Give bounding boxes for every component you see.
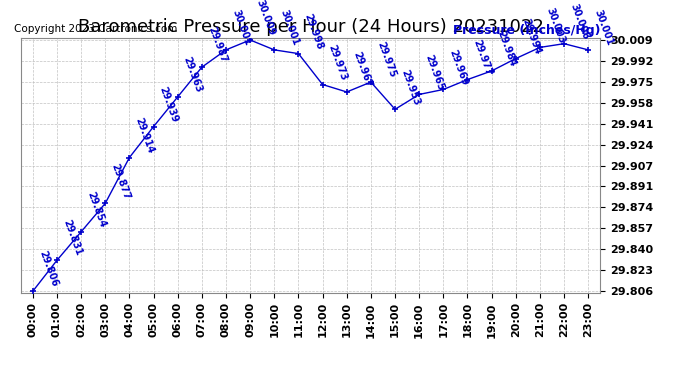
Text: 29.806: 29.806 bbox=[37, 250, 59, 288]
Text: 29.977: 29.977 bbox=[472, 38, 494, 77]
Text: 29.831: 29.831 bbox=[61, 219, 83, 258]
Text: 29.914: 29.914 bbox=[134, 116, 156, 155]
Text: 30.001: 30.001 bbox=[593, 9, 615, 47]
Text: Copyright 2023 Cartronics.com: Copyright 2023 Cartronics.com bbox=[14, 24, 177, 34]
Title: Barometric Pressure per Hour (24 Hours) 20231022: Barometric Pressure per Hour (24 Hours) … bbox=[77, 18, 544, 36]
Text: 29.998: 29.998 bbox=[303, 12, 325, 51]
Text: 29.975: 29.975 bbox=[375, 40, 397, 79]
Text: 29.854: 29.854 bbox=[86, 190, 108, 229]
Text: 29.987: 29.987 bbox=[206, 26, 228, 64]
Text: 29.969: 29.969 bbox=[448, 48, 470, 87]
Text: 29.994: 29.994 bbox=[520, 17, 542, 56]
Text: 29.965: 29.965 bbox=[424, 53, 446, 92]
Text: 29.953: 29.953 bbox=[400, 68, 422, 106]
Text: Pressure (Inches/Hg): Pressure (Inches/Hg) bbox=[453, 24, 600, 38]
Text: 29.877: 29.877 bbox=[110, 162, 132, 201]
Text: 30.003: 30.003 bbox=[544, 6, 566, 45]
Text: 30.001: 30.001 bbox=[230, 9, 253, 47]
Text: 29.967: 29.967 bbox=[351, 51, 373, 89]
Text: 30.006: 30.006 bbox=[569, 2, 591, 41]
Text: 30.009: 30.009 bbox=[255, 0, 277, 37]
Text: 29.984: 29.984 bbox=[496, 29, 518, 68]
Text: 29.973: 29.973 bbox=[327, 43, 349, 82]
Text: 30.001: 30.001 bbox=[279, 9, 301, 47]
Text: 29.939: 29.939 bbox=[158, 85, 180, 124]
Text: 29.963: 29.963 bbox=[182, 56, 204, 94]
